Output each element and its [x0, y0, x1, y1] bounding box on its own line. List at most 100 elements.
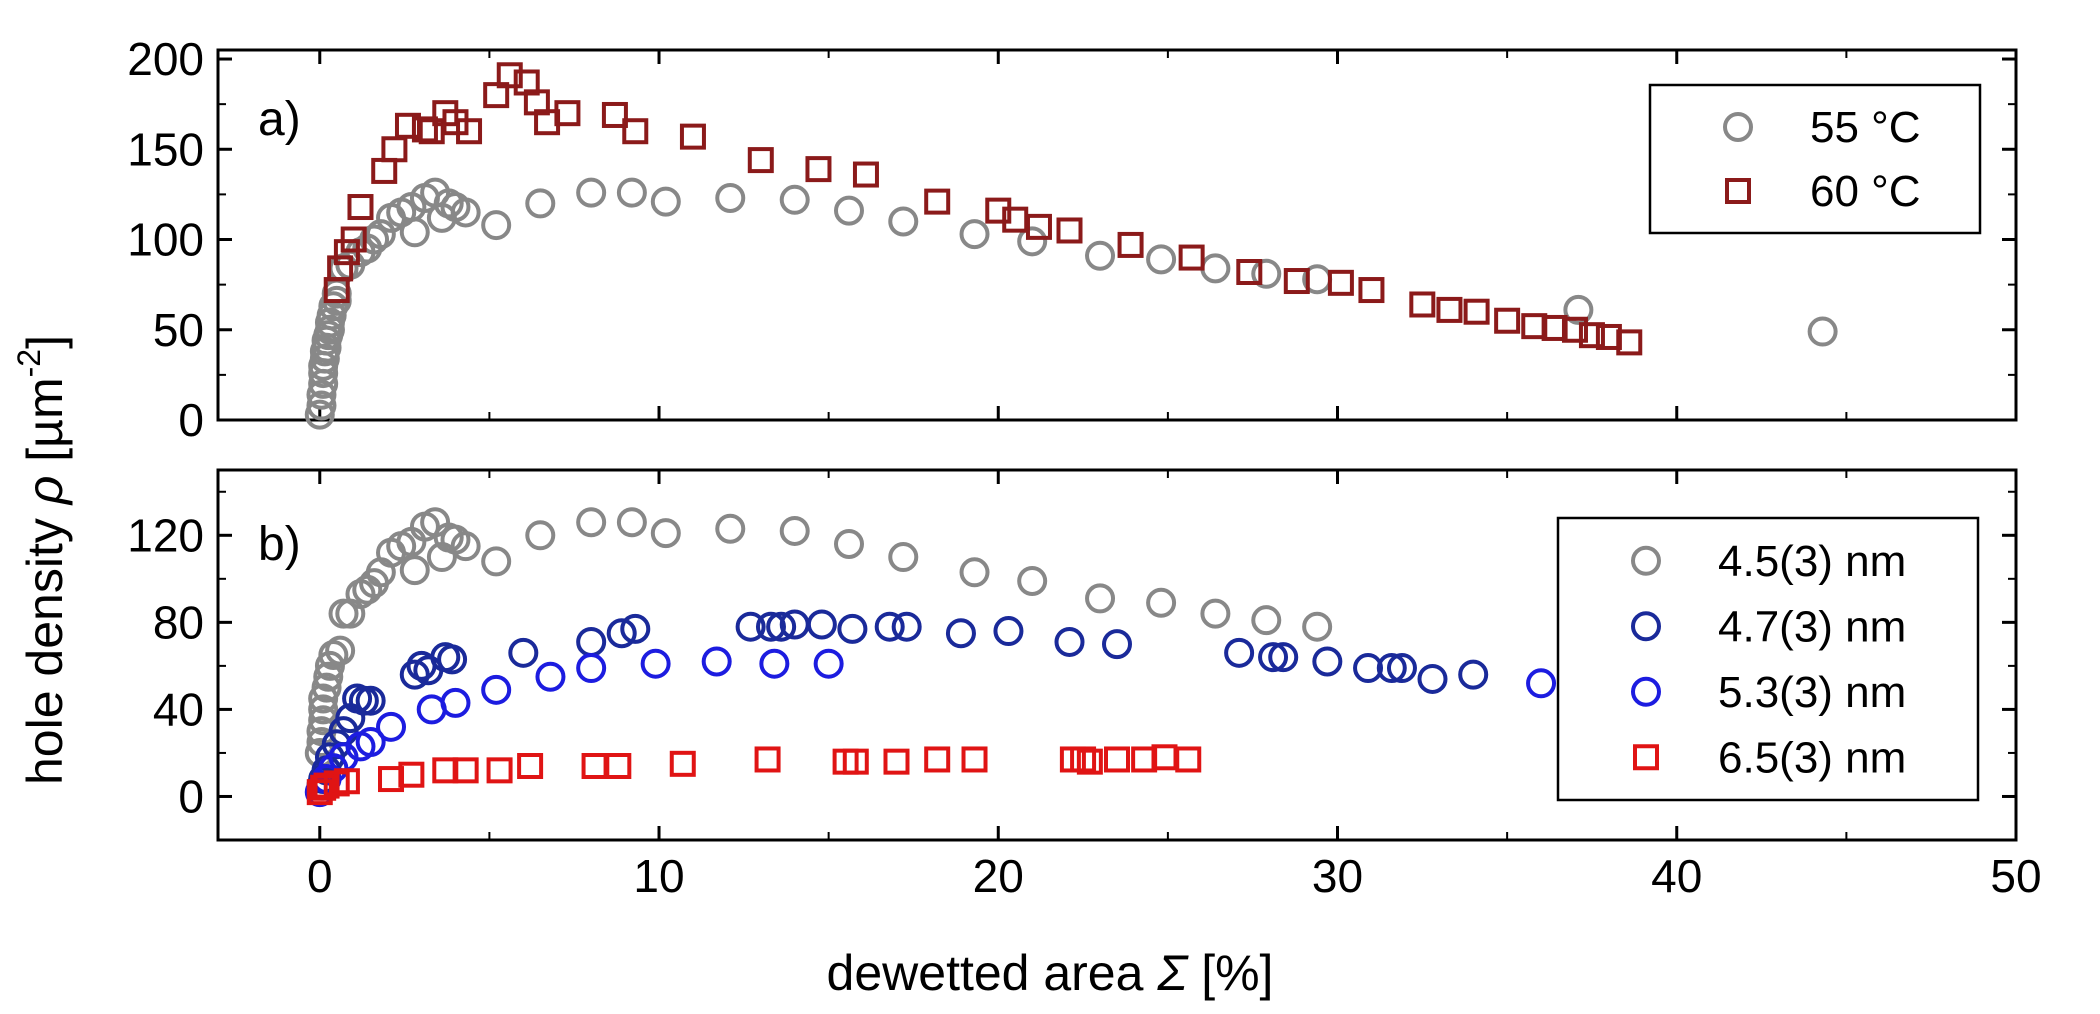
legend-marker: [1723, 112, 1753, 142]
data-point: [1807, 316, 1838, 347]
y-tick-label-a: 0: [178, 394, 204, 446]
data-point: [525, 520, 556, 551]
data-point: [508, 637, 539, 668]
data-point: [306, 779, 333, 806]
legend-b: 4.5(3) nm 4.7(3) nm 5.3(3) nm 6.5(3) nm: [1556, 516, 1980, 802]
data-point: [993, 616, 1024, 647]
y-tick-label-b: 40: [153, 683, 204, 735]
data-point: [747, 147, 774, 174]
panel-label-b: b): [258, 518, 301, 571]
data-point: [308, 694, 339, 725]
y-tick-label-b: 80: [153, 596, 204, 648]
data-point: [779, 515, 810, 546]
data-point: [1283, 268, 1310, 295]
data-point: [399, 555, 430, 586]
data-point: [1178, 244, 1205, 271]
x-axis-title-symbol: Σ: [1156, 945, 1189, 1001]
y-tick-label-a: 150: [127, 123, 204, 175]
data-point: [1268, 642, 1299, 673]
x-axis-title: dewetted area Σ [%]: [827, 945, 1274, 1001]
y-axis-title-unit: [µm: [17, 377, 73, 475]
data-point: [1376, 653, 1407, 684]
data-point: [452, 757, 479, 784]
data-point: [1054, 626, 1085, 657]
data-point: [481, 210, 512, 241]
legend-a: 55 °C 60 °C: [1648, 83, 1982, 235]
data-point: [959, 557, 990, 588]
data-point: [525, 188, 556, 219]
data-point: [1358, 277, 1385, 304]
data-point: [1017, 226, 1048, 257]
data-point: [352, 574, 383, 605]
y-tick-label-a: 50: [153, 304, 204, 356]
data-point: [1200, 598, 1231, 629]
data-point: [517, 753, 544, 779]
data-point: [318, 640, 349, 670]
data-point: [883, 748, 910, 775]
data-point: [620, 613, 651, 644]
plot-frame-b: [216, 468, 2018, 842]
data-point: [1436, 296, 1463, 323]
data-point: [755, 611, 786, 642]
data-point: [888, 206, 919, 237]
y-tick-label-a: 100: [127, 214, 204, 266]
data-point: [852, 161, 879, 188]
legend-box: [1648, 83, 1982, 235]
legend-marker: [1633, 744, 1659, 771]
data-point: [355, 685, 386, 716]
data-point: [1578, 322, 1605, 349]
data-point: [576, 507, 607, 538]
data-point: [924, 746, 951, 773]
legend-marker: [1725, 178, 1751, 204]
x-tick-label: 10: [633, 850, 684, 902]
data-point: [945, 618, 976, 649]
series-b-1: [306, 609, 1489, 801]
data-point: [1085, 583, 1116, 614]
data-point: [481, 674, 512, 705]
legend-box: [1556, 516, 1980, 802]
x-axis-title-unit: [%]: [1187, 945, 1273, 1001]
data-point: [483, 82, 510, 109]
data-point: [1258, 642, 1289, 673]
data-point: [640, 648, 671, 679]
data-point: [805, 156, 832, 183]
series-a-0: [304, 177, 1838, 430]
data-point: [376, 711, 407, 742]
plot-frame-a: [216, 48, 2018, 422]
legend-marker: [1631, 545, 1661, 576]
data-point: [311, 672, 342, 703]
data-point: [1494, 307, 1521, 334]
data-point: [355, 727, 386, 758]
data-point: [481, 546, 512, 577]
y-axis-title: hole density ρ [µm-2]: [11, 335, 73, 785]
data-point: [961, 746, 988, 773]
data-point: [340, 226, 367, 253]
data-point: [554, 100, 581, 127]
y-tick-label-b: 0: [178, 770, 204, 822]
data-point: [399, 659, 430, 690]
legend-label: 5.3(3) nm: [1718, 668, 1906, 717]
data-point: [1463, 298, 1490, 325]
data-point: [535, 661, 566, 692]
x-tick-label: 40: [1651, 850, 1702, 902]
data-point: [606, 618, 637, 649]
data-point: [325, 635, 356, 666]
data-point: [581, 753, 608, 779]
data-point: [440, 687, 471, 718]
data-point: [874, 611, 905, 642]
data-point: [1616, 329, 1643, 356]
data-point: [601, 101, 628, 128]
data-point: [1251, 605, 1282, 636]
x-axis-title-text: dewetted area: [827, 945, 1158, 1001]
data-point: [715, 183, 746, 213]
data-point: [1076, 748, 1103, 775]
data-point: [754, 746, 781, 773]
data-point: [399, 217, 430, 248]
panel-a: 0 50 100 150 200 a) 55 °C 60 °C: [127, 33, 2018, 446]
data-point: [1312, 646, 1343, 677]
data-point: [888, 542, 919, 573]
data-point: [1563, 294, 1594, 325]
data-point: [347, 194, 374, 221]
y-axis-title-symbol: ρ: [17, 476, 73, 507]
data-point: [327, 255, 354, 282]
